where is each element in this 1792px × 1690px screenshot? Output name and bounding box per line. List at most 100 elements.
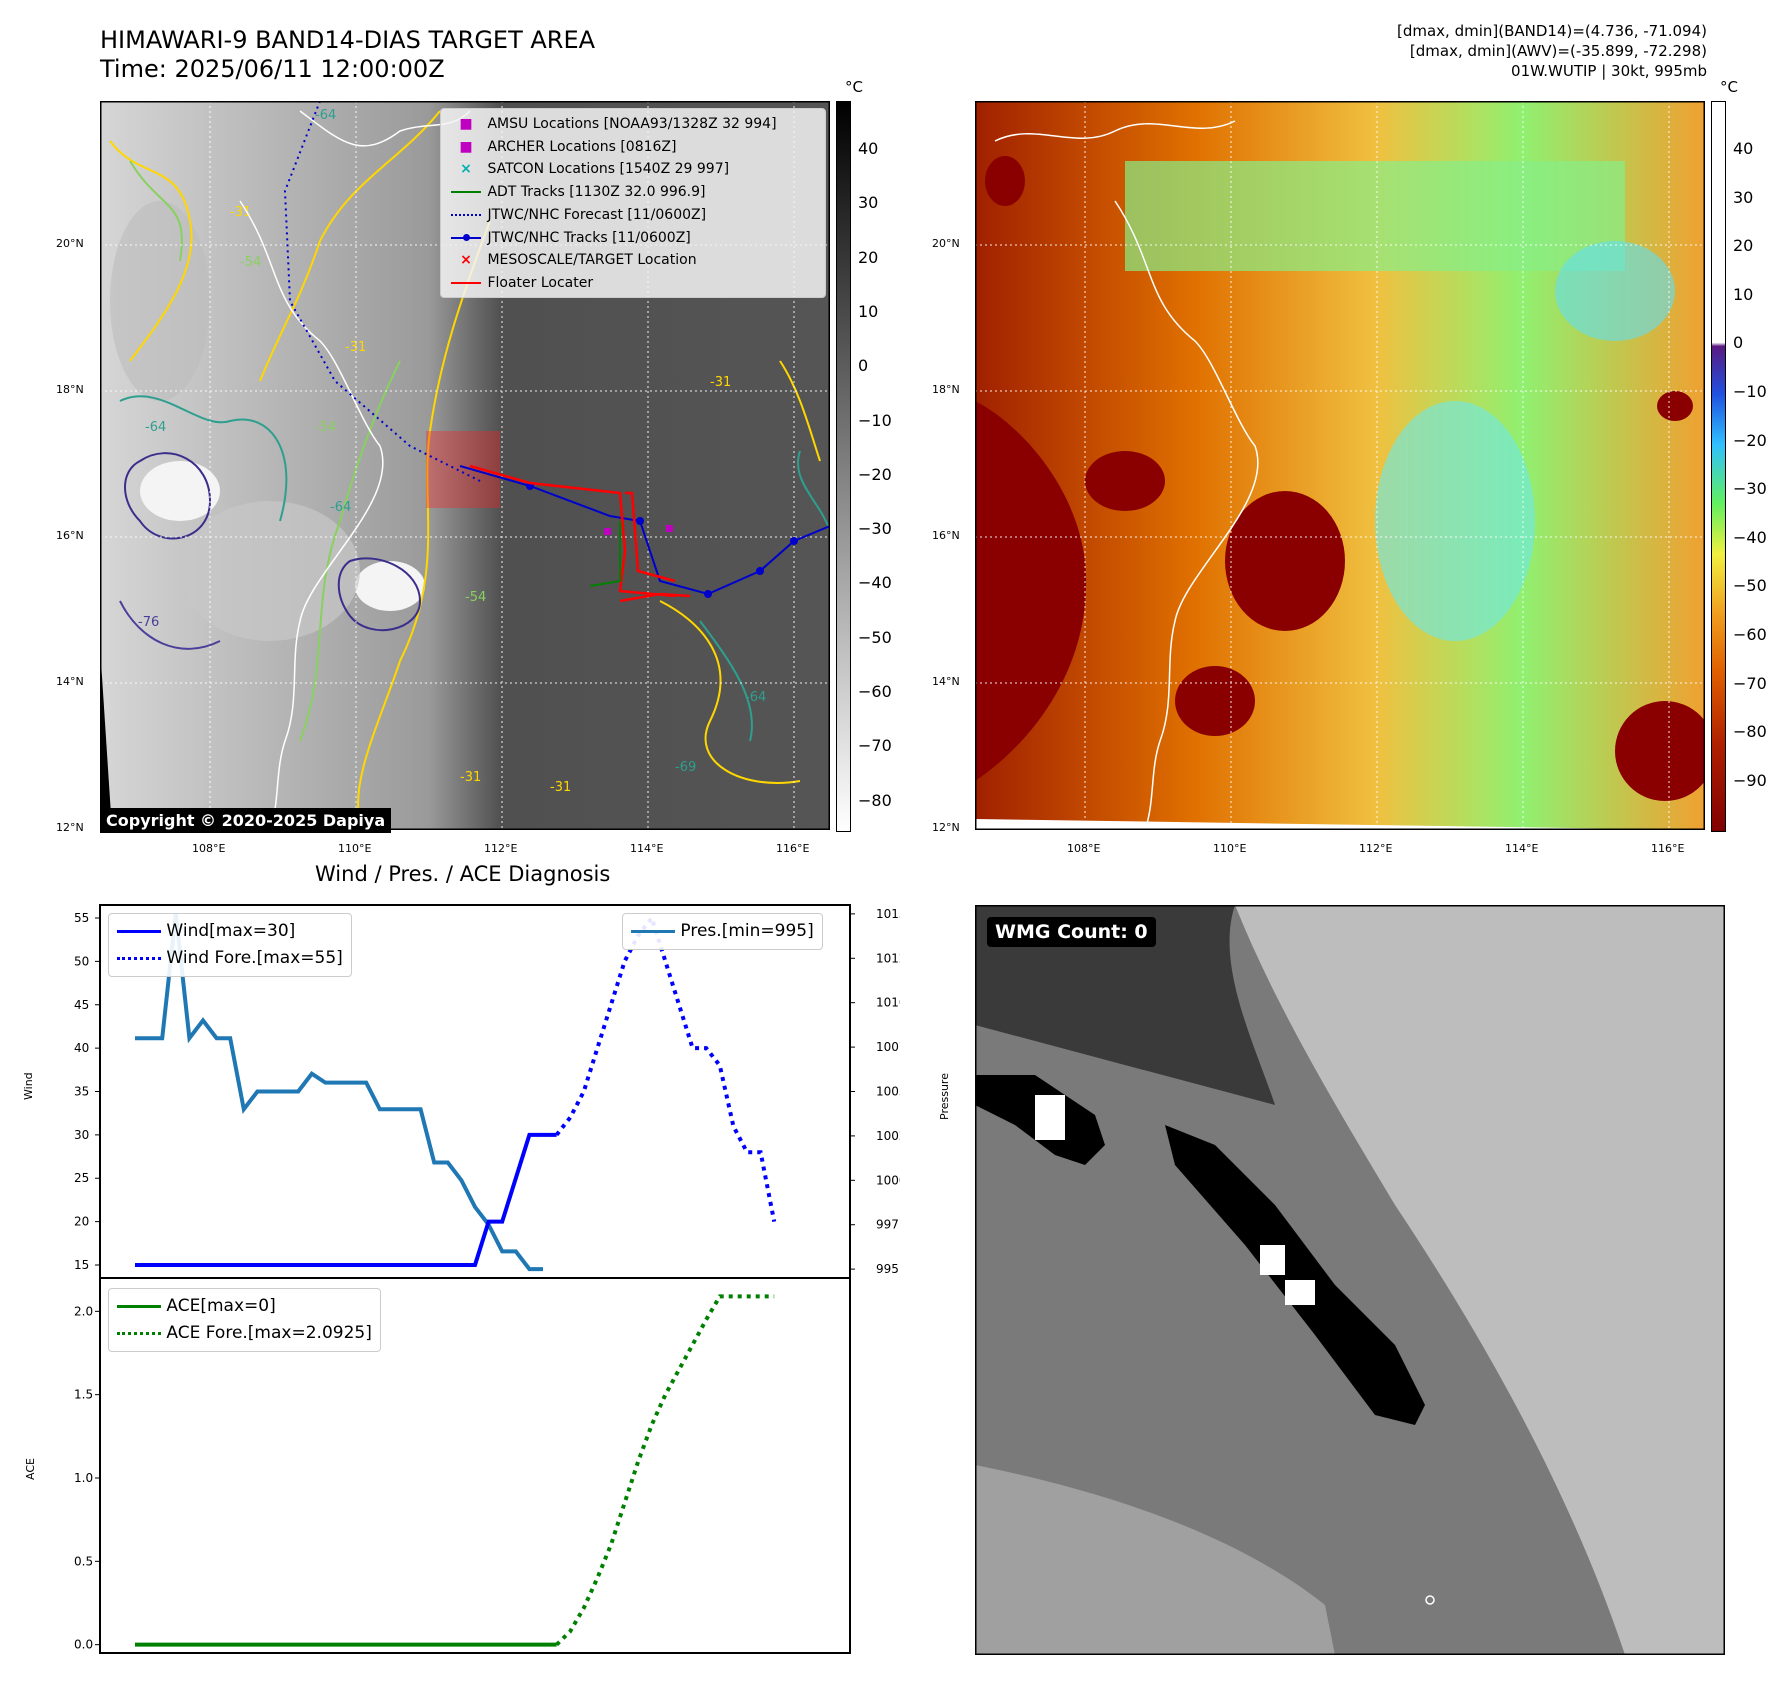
contour-label: -64 (745, 690, 766, 705)
diagnosis-chart: 55 50 45 40 35 30 25 20 15 1015.0 1012.5 1010.0 1007… (74, 904, 900, 1654)
y-tick-label: 45 (74, 998, 89, 1012)
dry-region (1225, 491, 1345, 631)
legend-item-amsu: ■ AMSU Locations [NOAA93/1328Z 32 994] (449, 113, 776, 136)
colorbar-tick-label: −10 (858, 410, 892, 430)
legend-label: Wind Fore.[max=55] (166, 948, 343, 968)
legend-item-pressure: Pres.[min=995] (631, 918, 814, 945)
wmg-warm-region (1235, 905, 1725, 1655)
contour-label: -31 (710, 375, 731, 390)
dry-region (975, 401, 1087, 781)
coastline (1114, 200, 1259, 831)
colorbar-tick-label: −40 (1733, 527, 1767, 547)
legend-label: SATCON Locations [1540Z 29 997] (487, 161, 730, 178)
legend-item-jtwc-forecast: JTWC/NHC Forecast [11/0600Z] (449, 204, 777, 227)
contour-lines (109, 110, 831, 822)
colorbar-tick-label: 40 (858, 139, 879, 158)
contour-label: -31 (230, 205, 251, 220)
solid-line-icon (117, 929, 161, 933)
y-tick-label: 2.0 (74, 1304, 93, 1318)
lat-label: 16°N (56, 529, 84, 542)
dotted-line-icon (117, 1331, 161, 1335)
colorbar-tick-label: 10 (858, 301, 879, 321)
colorbar-tick-label: 20 (1733, 236, 1754, 256)
legend-label: Wind[max=30] (166, 921, 296, 941)
colorbar-tick-label: −70 (858, 736, 892, 756)
lat-label: 12°N (932, 821, 960, 834)
legend-item-archer: ■ ARCHER Locations [0816Z] (449, 136, 777, 159)
y2-tick-label: 1010.0 (876, 996, 900, 1010)
lon-label: 116°E (1651, 842, 1685, 855)
legend-item-floater: Floater Locater (449, 272, 777, 295)
dotted-line-icon (117, 956, 161, 960)
legend-label: ARCHER Locations [0816Z] (487, 138, 677, 155)
wmg-region (975, 1465, 1335, 1655)
dotted-line-icon (449, 213, 483, 216)
no-data-corner (100, 646, 112, 830)
lon-label: 114°E (1505, 842, 1539, 855)
moist-region (1555, 241, 1675, 341)
band14-colorbar (836, 101, 851, 832)
wmg-warm-cell (1260, 1245, 1285, 1275)
legend-label: ACE Fore.[max=2.0925] (166, 1323, 372, 1343)
lon-label: 116°E (776, 842, 810, 855)
lon-label: 114°E (630, 842, 664, 855)
legend-item-adt: ADT Tracks [1130Z 32.0 996.9] (449, 181, 777, 204)
contour-label-group: -64 -31 -54 -64 -76 -31 -54 -64 -31 -54 … (138, 108, 766, 795)
colorbar-tick-label: 20 (858, 247, 879, 267)
legend-label: Floater Locater (487, 274, 594, 291)
colorbar-tick-label: −30 (858, 519, 892, 539)
legend-item-jtwc-tracks: JTWC/NHC Tracks [11/0600Z] (449, 227, 777, 250)
colorbar-tick-label: −60 (858, 682, 892, 701)
wmg-count-badge: WMG Count: 0 (987, 917, 1156, 947)
cloud-mass (180, 501, 360, 641)
stats-line2: [dmax, dmin](AWV)=(-35.899, -72.298) (1409, 42, 1707, 60)
dry-region (985, 156, 1025, 206)
colorbar-tick-label: −20 (858, 464, 892, 484)
pressure-axis-label: Pressure (938, 1073, 951, 1120)
legend-item-ace: ACE[max=0] (117, 1293, 372, 1320)
y2-tick-label: 995.0 (876, 1262, 900, 1276)
square-marker-icon: ■ (459, 116, 473, 132)
colorbar-tick-label: −80 (858, 790, 892, 810)
cloud-mass (110, 201, 210, 401)
wind-legend: Wind[max=30] Wind Fore.[max=55] (108, 913, 352, 977)
y-tick-label: 1.5 (74, 1388, 93, 1402)
floater-box (426, 431, 500, 508)
wmg-cold-region (975, 905, 1275, 1105)
contour-label: -64 (145, 420, 166, 435)
awv-colorbar-ticks: 40 30 20 10 0 −10 −20 −30 −40 −50 −60 −70 −80 −90 (1733, 101, 1789, 830)
lon-label: 112°E (1359, 842, 1393, 855)
contour-label: -54 (240, 255, 261, 270)
lat-label: 14°N (56, 675, 84, 688)
legend-label: JTWC/NHC Forecast [11/0600Z] (487, 206, 707, 223)
colorbar-tick-label: −20 (1733, 430, 1767, 450)
dry-region (1085, 451, 1165, 511)
contour-label: -31 (460, 770, 481, 785)
contour-label: -64 (315, 108, 336, 123)
colorbar-tick-label: −80 (1733, 722, 1767, 742)
legend-item-wind: Wind[max=30] (117, 918, 343, 945)
awv-map (973, 99, 1715, 832)
diagnosis-title: Wind / Pres. / ACE Diagnosis (315, 862, 611, 886)
coastline (239, 200, 384, 831)
colorbar-tick-label: −50 (858, 627, 892, 647)
line-with-dots-icon (449, 233, 483, 241)
y-tick-label: 15 (74, 1258, 89, 1272)
cloud-top (140, 461, 220, 521)
wind-forecast-series-line (555, 913, 777, 1223)
lon-label: 108°E (1067, 842, 1101, 855)
y-tick-label: 30 (74, 1128, 89, 1142)
figure-title-line2: Time: 2025/06/11 12:00:00Z (100, 55, 445, 83)
x-marker-icon: × (460, 252, 472, 269)
contour-label: -54 (315, 420, 336, 435)
colorbar-unit: °C (1720, 78, 1738, 96)
no-data-edge (975, 819, 1705, 830)
colorbar-tick-label: −40 (858, 573, 892, 593)
jtwc-track (459, 465, 831, 596)
jtwc-forecast-track (283, 100, 481, 482)
lat-label: 18°N (932, 383, 960, 396)
legend-item-ace-forecast: ACE Fore.[max=2.0925] (117, 1320, 372, 1347)
colorbar-tick-label: 40 (1733, 139, 1754, 158)
y-tick-label: 0.0 (74, 1638, 93, 1652)
coastline (994, 120, 1236, 142)
